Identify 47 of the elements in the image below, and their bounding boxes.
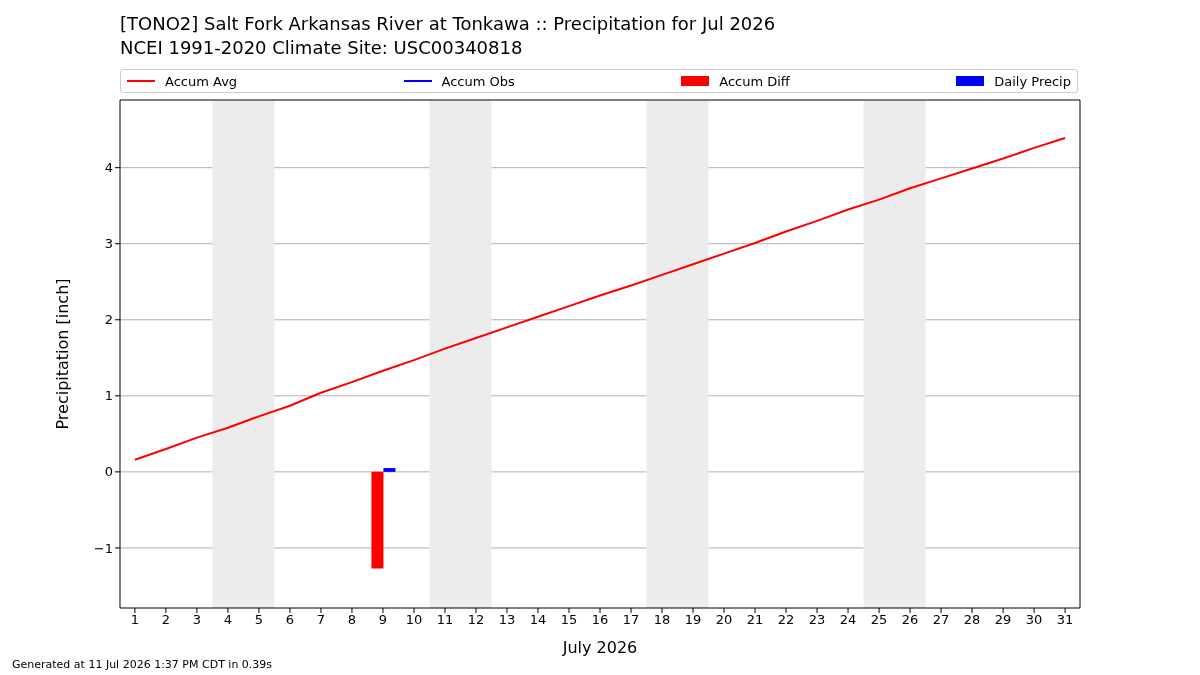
x-tick-label: 14 [529, 612, 547, 628]
x-tick-label: 24 [839, 612, 857, 628]
x-tick-label: 13 [498, 612, 516, 628]
y-tick-label: 1 [104, 388, 113, 404]
x-axis-title: July 2026 [561, 638, 638, 657]
x-tick-label: 29 [994, 612, 1012, 628]
chart-subtitle: NCEI 1991-2020 Climate Site: USC00340818 [120, 36, 524, 60]
x-tick-label: 20 [715, 612, 733, 628]
x-tick-label: 9 [378, 612, 388, 628]
x-tick-label: 1 [130, 612, 140, 628]
y-axis-title: Precipitation [inch] [52, 278, 72, 430]
x-tick-label: 8 [347, 612, 357, 628]
x-tick-label: 18 [653, 612, 671, 628]
y-tick-label: 4 [104, 160, 113, 176]
x-tick-label: 11 [436, 612, 454, 628]
x-tick-label: 26 [901, 612, 919, 628]
x-tick-label: 25 [870, 612, 888, 628]
x-tick-label: 22 [777, 612, 795, 628]
y-tick-label: 3 [104, 236, 113, 252]
y-tick-label: 2 [104, 312, 113, 328]
x-tick-label: 31 [1056, 612, 1074, 628]
x-tick-label: 10 [405, 612, 423, 628]
x-tick-label: 15 [560, 612, 578, 628]
x-tick-label: 7 [316, 612, 326, 628]
x-tick-label: 28 [963, 612, 981, 628]
text: Generated at 11 Jul 2026 1:37 PM CDT in 0.39s [12, 658, 273, 671]
x-tick-label: 19 [684, 612, 702, 628]
x-tick-label: 2 [161, 612, 171, 628]
line-series [133, 137, 1067, 461]
legend-label: Accum Avg [165, 73, 238, 89]
x-tick-label: 16 [591, 612, 609, 628]
x-tick-label: 4 [223, 612, 233, 628]
x-tick-label: 6 [285, 612, 295, 628]
legend-label: Accum Diff [719, 73, 790, 89]
x-tick-label: 17 [622, 612, 640, 628]
x-tick-label: 23 [808, 612, 826, 628]
x-tick-label: 21 [746, 612, 764, 628]
x-tick-label: 12 [467, 612, 485, 628]
y-tick-label: 0 [104, 464, 113, 480]
x-tick-label: 30 [1025, 612, 1043, 628]
y-tick-label: −1 [93, 540, 113, 556]
x-tick-label: 27 [932, 612, 950, 628]
legend-label: Daily Precip [994, 73, 1071, 89]
x-tick-label: 3 [192, 612, 202, 628]
x-tick-label: 5 [254, 612, 264, 628]
chart-title: [TONO2] Salt Fork Arkansas River at Tonkawa :: Precipitation for Jul 2026 [120, 12, 776, 36]
legend-label: Accum Obs [441, 73, 515, 89]
